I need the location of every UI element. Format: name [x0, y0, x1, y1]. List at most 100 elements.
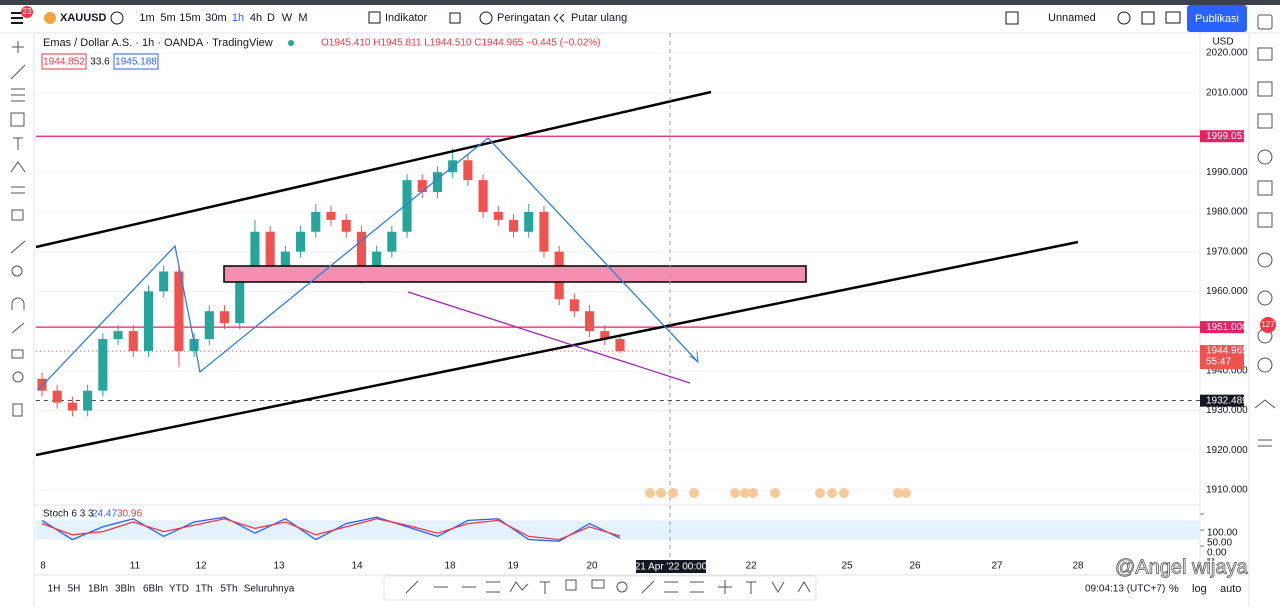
log-toggle[interactable]: log: [1192, 583, 1207, 595]
right-toolbar: [1254, 14, 1276, 447]
y-tick-label: 1910.000: [1206, 485, 1248, 496]
candle-body: [311, 211, 321, 232]
symbol[interactable]: XAUUSD: [60, 12, 107, 24]
timeframe[interactable]: 1m: [139, 12, 154, 24]
replay-icon: [553, 13, 565, 23]
y-tick-label: 2020.000: [1206, 48, 1248, 59]
crosshair-label: 21 Apr '22 00:00: [635, 562, 708, 573]
sell-box[interactable]: [41, 53, 87, 70]
select-icon[interactable]: [1005, 11, 1019, 25]
candle-body: [417, 180, 427, 193]
crosshair-tag: [636, 560, 706, 573]
range-button[interactable]: 3Bln: [115, 584, 135, 595]
candle-body: [235, 271, 245, 324]
x-tick-label: 18: [444, 561, 456, 572]
percent-toggle[interactable]: %: [1169, 583, 1179, 595]
y-tick-label: 2010.000: [1206, 87, 1248, 98]
candle-body: [250, 231, 260, 272]
timeframe[interactable]: W: [282, 12, 293, 24]
range-button[interactable]: YTD: [169, 584, 189, 595]
timeframe[interactable]: 30m: [205, 12, 226, 24]
ranges: 1H 5H 1Bln 3Bln 6Bln YTD 1Th 5Th Seluruhnya: [48, 584, 295, 595]
publish-button[interactable]: [1187, 5, 1247, 32]
level-tag: [1200, 130, 1244, 143]
x-tick-label: 8: [40, 561, 46, 572]
candle-body: [524, 211, 534, 232]
x-tick-label: 25: [841, 561, 853, 572]
level-tag: [1200, 394, 1244, 407]
candle-body: [463, 160, 473, 181]
level-label: 1951.000: [1206, 322, 1248, 333]
candle-body: [204, 311, 214, 340]
candle-body: [326, 211, 336, 220]
timeframe[interactable]: D: [267, 12, 275, 24]
timeframe[interactable]: 15m: [179, 12, 200, 24]
publish-text: Publikasi: [1195, 13, 1239, 25]
range-button[interactable]: 1H: [48, 584, 61, 595]
y-tick-label: 1970.000: [1206, 246, 1248, 257]
indicators-button[interactable]: Indikator: [385, 12, 428, 24]
x-tick-label: 20: [586, 561, 598, 572]
indicators-icon: [368, 11, 381, 24]
camera-icon[interactable]: [1165, 11, 1181, 24]
y-tick-label: 1960.000: [1206, 286, 1248, 297]
stoch-band: [36, 520, 1200, 540]
candle-body: [539, 211, 549, 252]
range-button[interactable]: Seluruhnya: [244, 584, 295, 595]
range-button[interactable]: 6Bln: [143, 584, 163, 595]
candle-body: [356, 231, 366, 272]
drawings: [35, 33, 1079, 575]
stoch-tick-label: 100.00: [1207, 528, 1238, 539]
status-dot: [288, 40, 294, 46]
add-symbol[interactable]: [110, 11, 124, 25]
top-strip: [0, 0, 1280, 5]
x-tick-label: 13: [273, 561, 285, 572]
symbol-icon: [44, 12, 56, 24]
watermark: @Angel wijaya: [1115, 556, 1248, 578]
plot: 2020.000 2010.000 1990.000 1980.000 1970.000…: [36, 48, 1248, 572]
stoch-k: 24.47: [92, 509, 117, 520]
stoch-line: [41, 518, 621, 541]
candle-body: [83, 390, 93, 411]
range-button[interactable]: 5Th: [220, 584, 237, 595]
drawing-tools[interactable]: [405, 579, 811, 594]
currency[interactable]: USD: [1212, 37, 1233, 48]
candle-body: [143, 291, 154, 351]
timeframe[interactable]: 4h: [250, 12, 262, 24]
candle-body: [569, 299, 579, 312]
range-button[interactable]: 1Th: [195, 584, 212, 595]
candle-body: [432, 172, 443, 193]
range-button[interactable]: 5H: [68, 584, 81, 595]
x-tick-label: 11: [130, 561, 141, 572]
timeframe[interactable]: 1h: [232, 12, 244, 24]
replay-button[interactable]: Putar ulang: [571, 12, 627, 24]
badge: [1260, 317, 1276, 333]
menu-icon[interactable]: [11, 12, 23, 24]
candle-body: [508, 219, 519, 232]
stoch-line: [41, 516, 621, 542]
y-tick-label: 1930.000: [1206, 405, 1248, 416]
level-tag: [1200, 321, 1244, 334]
range-button[interactable]: 1Bln: [88, 584, 108, 595]
settings-icon[interactable]: [1117, 11, 1131, 25]
candle-body: [37, 378, 47, 391]
layout-name[interactable]: Unnamed: [1048, 12, 1096, 24]
buy-box[interactable]: [113, 53, 159, 70]
timeframes: 1m 5m 15m 30m 1h 4h D W M: [139, 12, 307, 24]
x-tick-label: 12: [195, 561, 207, 572]
alerts-button[interactable]: Peringatan: [497, 12, 550, 24]
auto-toggle[interactable]: auto: [1220, 583, 1241, 595]
templates-icon[interactable]: [449, 12, 461, 24]
candle-body: [387, 231, 397, 252]
fullscreen-icon[interactable]: [1141, 11, 1155, 25]
y-tick-label: 1990.000: [1206, 167, 1248, 178]
candle-body: [585, 311, 595, 332]
alert-icon: [479, 11, 493, 25]
left-toolbar: [10, 41, 26, 417]
stoch-tick-label: 50.00: [1207, 538, 1232, 549]
event-icons: [645, 488, 911, 498]
candle-body: [52, 390, 62, 403]
timeframe[interactable]: 5m: [160, 12, 175, 24]
timeframe[interactable]: M: [298, 12, 307, 24]
